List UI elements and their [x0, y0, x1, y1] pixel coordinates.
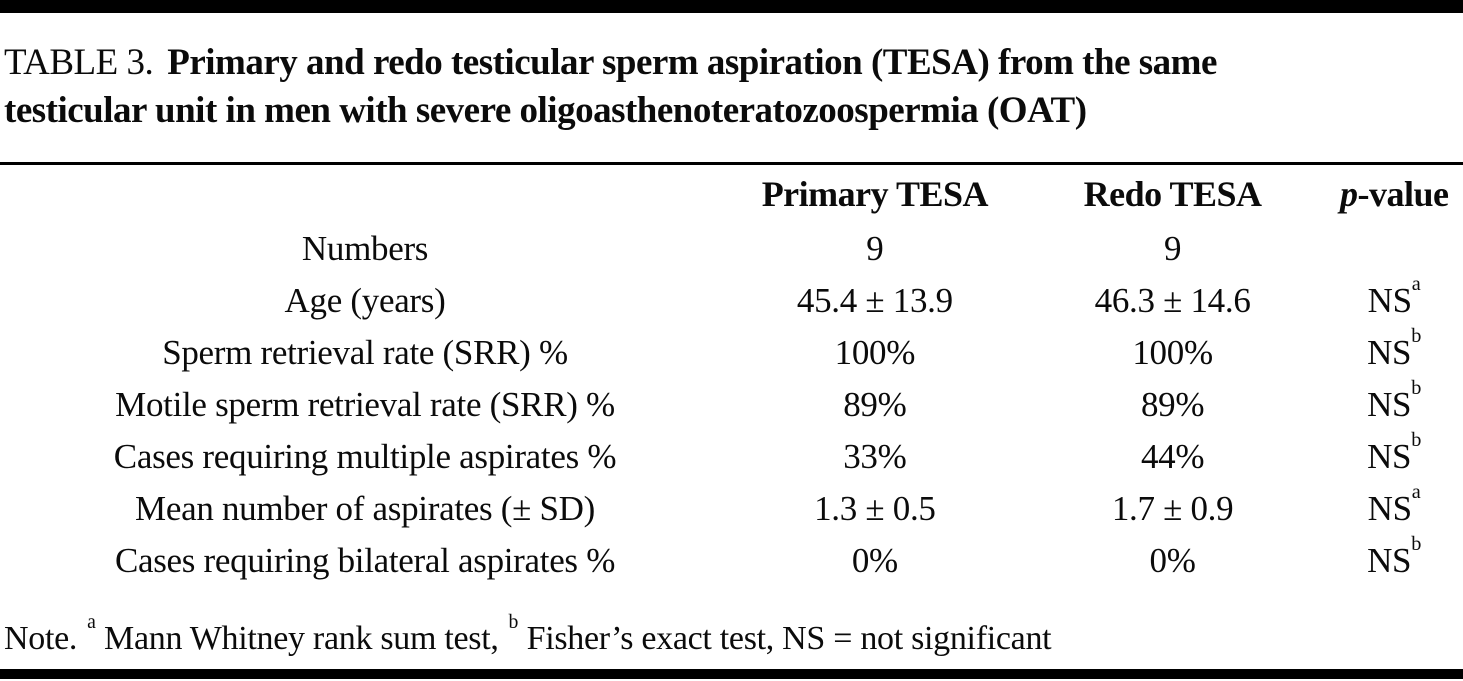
- p-value-cell: [1325, 223, 1463, 275]
- footnote-marker-b: b: [508, 610, 519, 633]
- primary-tesa-cell: 1.3 ± 0.5: [814, 489, 936, 528]
- table-row: Sperm retrieval rate (SRR) % 100% 100% N…: [0, 325, 1463, 379]
- p-value-cell: NSa: [1367, 273, 1421, 320]
- table-row: Cases requiring multiple aspirates % 33%…: [0, 429, 1463, 483]
- row-label-cell: Age (years): [284, 281, 446, 320]
- row-label-cell: Sperm retrieval rate (SRR) %: [162, 333, 568, 372]
- p-value-italic-p: p: [1339, 174, 1358, 214]
- p-value-rest: -value: [1357, 174, 1449, 214]
- table-title-line2: testicular unit in men with severe oligo…: [4, 90, 1087, 131]
- primary-tesa-cell: 45.4 ± 13.9: [796, 281, 953, 320]
- header-rule-thin: [0, 162, 1463, 165]
- results-table: Primary TESA Redo TESA p-value Numbers 9…: [0, 165, 1463, 587]
- row-label-cell: Motile sperm retrieval rate (SRR) %: [115, 385, 615, 424]
- p-value-cell: NSb: [1367, 325, 1422, 372]
- redo-tesa-cell: 100%: [1132, 333, 1213, 372]
- redo-tesa-cell: 46.3 ± 14.6: [1094, 281, 1251, 320]
- bottom-rule-thick: [0, 669, 1463, 679]
- row-label-cell: Cases requiring bilateral aspirates %: [114, 541, 616, 580]
- footnote-marker: a: [1411, 481, 1421, 504]
- table-title-line1: Primary and redo testicular sperm aspira…: [167, 42, 1217, 83]
- footnote-marker: b: [1411, 325, 1422, 348]
- row-label-cell: Cases requiring multiple aspirates %: [113, 437, 617, 476]
- column-header-redo-tesa: Redo TESA: [1083, 174, 1262, 214]
- footnote-text-b: Fisher’s exact test, NS = not significan…: [526, 620, 1052, 657]
- primary-tesa-cell: 100%: [834, 333, 916, 372]
- p-value-cell: NSb: [1367, 429, 1422, 476]
- primary-tesa-cell: 0%: [851, 541, 898, 580]
- table-title: TABLE 3. Primary and redo testicular sper…: [4, 39, 1457, 135]
- redo-tesa-cell: 89%: [1140, 385, 1205, 424]
- footnote-marker: a: [1411, 273, 1421, 296]
- top-rule-thick: [0, 0, 1463, 13]
- p-value-cell: NSb: [1367, 377, 1422, 424]
- redo-tesa-cell: 9: [1163, 229, 1182, 268]
- footnote-marker: b: [1411, 533, 1422, 556]
- row-label-cell: Mean number of aspirates (± SD): [135, 489, 595, 528]
- table-row: Cases requiring bilateral aspirates % 0%…: [0, 533, 1463, 587]
- column-header-primary-tesa: Primary TESA: [761, 174, 989, 214]
- column-header-p-value: p-value: [1325, 165, 1463, 223]
- footnote-text-a: Mann Whitney rank sum test,: [104, 620, 499, 657]
- footnote-marker: b: [1411, 429, 1422, 452]
- table-row: Mean number of aspirates (± SD) 1.3 ± 0.…: [0, 481, 1463, 535]
- p-value-cell: NSa: [1367, 481, 1421, 528]
- note-prefix: Note.: [4, 620, 78, 657]
- redo-tesa-cell: 1.7 ± 0.9: [1111, 489, 1234, 528]
- table-row: Numbers 9 9: [0, 223, 1463, 275]
- table-footnote: Note. a Mann Whitney rank sum test, b Fish…: [4, 612, 1457, 661]
- redo-tesa-cell: 44%: [1140, 437, 1205, 476]
- footnote-marker-a: a: [87, 610, 96, 633]
- table-number-label: TABLE 3.: [4, 42, 154, 83]
- footnote-marker: b: [1411, 377, 1422, 400]
- table-row: Motile sperm retrieval rate (SRR) % 89% …: [0, 377, 1463, 431]
- redo-tesa-cell: 0%: [1149, 541, 1196, 580]
- primary-tesa-cell: 33%: [843, 437, 907, 476]
- table-row: Age (years) 45.4 ± 13.9 46.3 ± 14.6 NSa: [0, 273, 1463, 327]
- column-header-row: Primary TESA Redo TESA p-value: [0, 165, 1463, 223]
- primary-tesa-cell: 89%: [843, 385, 907, 424]
- p-value-cell: NSb: [1367, 533, 1422, 580]
- column-header-row-label: [0, 165, 730, 223]
- row-label-cell: Numbers: [301, 229, 429, 268]
- primary-tesa-cell: 9: [866, 229, 884, 268]
